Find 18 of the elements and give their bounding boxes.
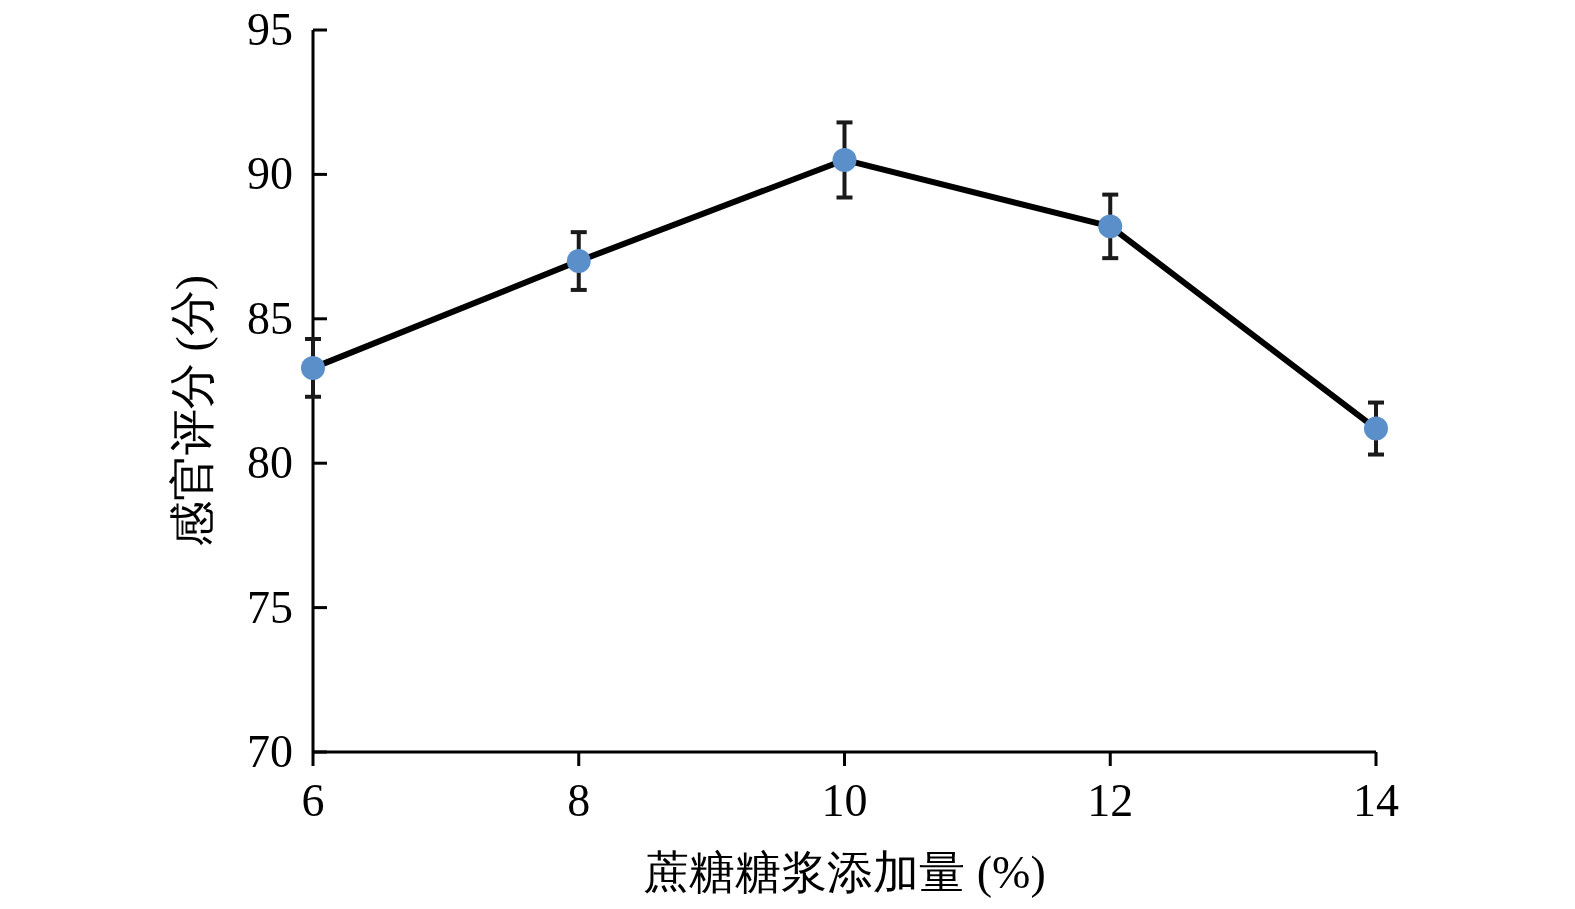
y-tick-label: 70	[247, 726, 293, 777]
point	[301, 355, 325, 380]
point	[1364, 416, 1388, 441]
x-tick-label: 14	[1353, 775, 1399, 826]
y-tick-label: 80	[247, 437, 293, 489]
x-tick-label: 12	[1087, 775, 1134, 826]
y-tick-label: 90	[247, 148, 293, 200]
x-tick-label: 6	[301, 775, 325, 826]
point	[566, 249, 591, 274]
x-axis-title: 蔗糖糖浆添加量 (%)	[643, 847, 1046, 898]
y-tick-label: 85	[247, 292, 293, 344]
y-tick-label: 95	[247, 4, 293, 55]
point	[1098, 214, 1123, 239]
x-tick-label: 8	[567, 775, 591, 826]
y-tick-label: 75	[247, 581, 293, 633]
point	[832, 147, 857, 172]
y-axis-title: 感官评分 (分)	[167, 274, 218, 548]
x-tick-label: 10	[821, 775, 868, 826]
